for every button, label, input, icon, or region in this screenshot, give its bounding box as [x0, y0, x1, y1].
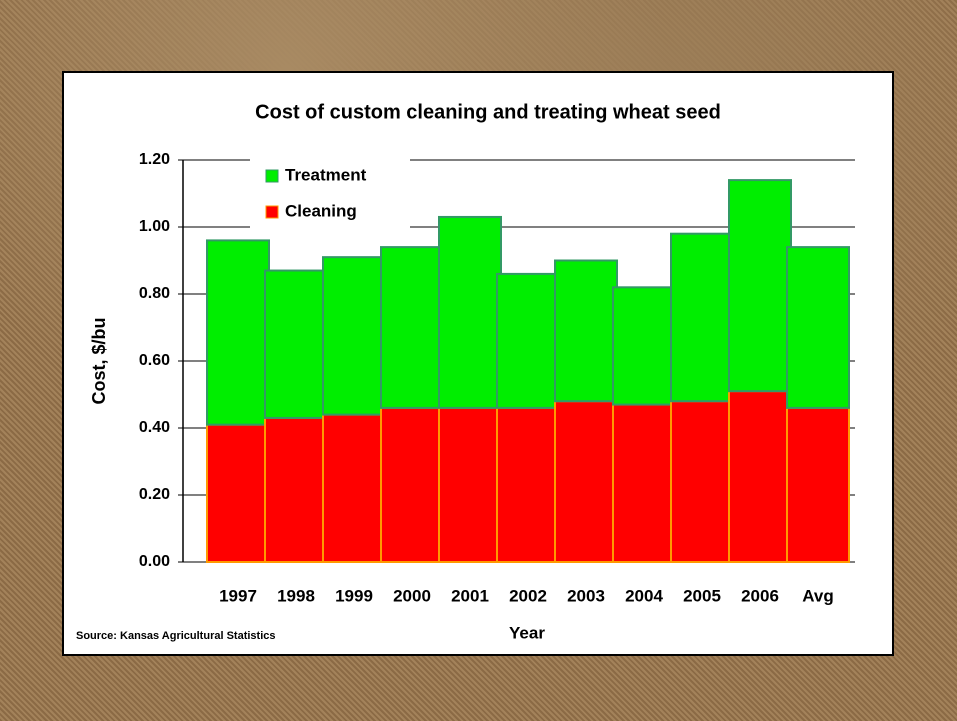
bar-segment — [496, 406, 560, 563]
y-tick-label: 0.40 — [139, 419, 170, 436]
bar-segment — [496, 272, 560, 409]
y-tick-label: 0.60 — [139, 352, 170, 369]
x-tick-label: Avg — [802, 586, 834, 605]
bar-segment — [612, 403, 676, 563]
y-tick-label: 1.00 — [139, 218, 170, 235]
bar-segment — [380, 406, 444, 563]
bar-segment — [786, 406, 850, 563]
bar-segment — [728, 179, 792, 393]
bar-segment — [322, 413, 386, 563]
y-tick-label: 0.00 — [139, 553, 170, 570]
bar-segment — [554, 259, 618, 403]
x-tick-label: 1997 — [219, 586, 257, 605]
bar-segment — [670, 232, 734, 403]
bar-segment — [670, 400, 734, 564]
bar-segment — [612, 286, 676, 406]
legend-swatch — [265, 169, 279, 183]
bar-segment — [264, 416, 328, 564]
bar-segment — [554, 400, 618, 564]
x-tick-label: 2005 — [683, 586, 721, 605]
bar-segment — [206, 239, 270, 426]
chart-title: Cost of custom cleaning and treating whe… — [255, 101, 721, 123]
legend-label: Cleaning — [285, 201, 357, 220]
y-tick-label: 1.20 — [139, 151, 170, 168]
legend-label: Treatment — [285, 165, 367, 184]
x-tick-label: 1999 — [335, 586, 373, 605]
bar-segment — [264, 269, 328, 419]
x-tick-label: 1998 — [277, 586, 315, 605]
bar-segment — [438, 215, 502, 409]
y-tick-label: 0.80 — [139, 285, 170, 302]
x-tick-label: 2004 — [625, 586, 663, 605]
bar-segment — [728, 390, 792, 563]
x-axis-label: Year — [509, 623, 545, 642]
legend-swatch — [265, 205, 279, 219]
bar-segment — [206, 423, 270, 563]
bar-segment — [380, 246, 444, 409]
x-tick-label: 2002 — [509, 586, 547, 605]
y-tick-label: 0.20 — [139, 486, 170, 503]
x-tick-label: 2006 — [741, 586, 779, 605]
x-tick-label: 2001 — [451, 586, 489, 605]
bar-segment — [438, 406, 502, 563]
bar-segment — [786, 246, 850, 409]
y-axis-label: Cost, $/bu — [89, 317, 109, 404]
x-tick-label: 2000 — [393, 586, 431, 605]
x-tick-label: 2003 — [567, 586, 605, 605]
source-note: Source: Kansas Agricultural Statistics — [76, 630, 276, 642]
bar-segment — [322, 256, 386, 416]
